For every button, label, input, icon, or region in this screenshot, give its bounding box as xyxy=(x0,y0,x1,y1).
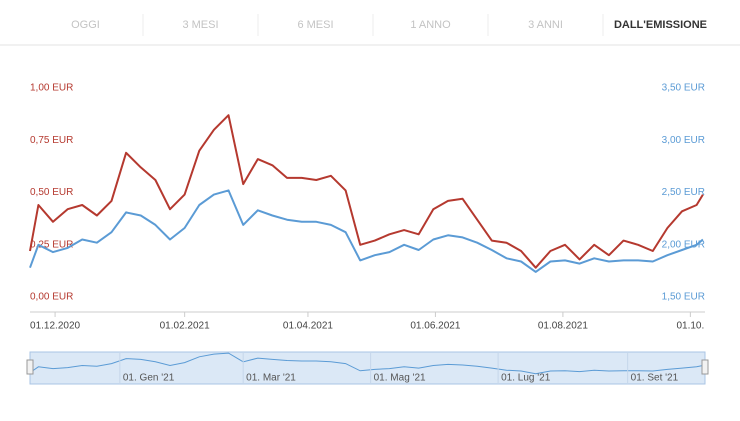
x-tick-label: 01.08.2021 xyxy=(538,321,588,332)
x-tick-label: 01.10. xyxy=(676,321,704,332)
y-tick-label: 0,50 EUR xyxy=(30,187,73,198)
y-tick-label: 0,25 EUR xyxy=(30,239,73,250)
y-tick-label: 0,75 EUR xyxy=(30,135,73,146)
series-line xyxy=(29,114,704,269)
tab[interactable]: 3 ANNI xyxy=(528,19,563,31)
y-tick-label: 1,00 EUR xyxy=(30,83,73,94)
y2-tick-label: 3,00 EUR xyxy=(662,135,705,146)
x-tick-label: 01.02.2021 xyxy=(160,321,210,332)
x-tick-label: 01.12.2020 xyxy=(30,321,80,332)
navigator-handle-left[interactable] xyxy=(26,359,34,375)
y2-tick-label: 3,50 EUR xyxy=(662,83,705,94)
navigator-tick-label: 01. Gen '21 xyxy=(123,373,175,384)
navigator-handle-right[interactable] xyxy=(701,359,709,375)
y2-tick-label: 1,50 EUR xyxy=(662,292,705,303)
x-tick-label: 01.06.2021 xyxy=(410,321,460,332)
y-tick-label: 0,00 EUR xyxy=(30,292,73,303)
tab[interactable]: OGGI xyxy=(71,19,100,31)
navigator-tick-label: 01. Lug '21 xyxy=(501,373,551,384)
tab[interactable]: 1 ANNO xyxy=(410,19,451,31)
y2-tick-label: 2,50 EUR xyxy=(662,187,705,198)
y2-tick-label: 2,00 EUR xyxy=(662,239,705,250)
x-tick-label: 01.04.2021 xyxy=(283,321,333,332)
tab[interactable]: DALL'EMISSIONE xyxy=(614,19,707,31)
navigator-tick-label: 01. Set '21 xyxy=(631,373,679,384)
navigator-frame xyxy=(29,351,706,385)
navigator-tick-label: 01. Mar '21 xyxy=(246,373,296,384)
navigator-line xyxy=(29,352,704,375)
tab[interactable]: 3 MESI xyxy=(182,19,218,31)
tab[interactable]: 6 MESI xyxy=(297,19,333,31)
series-line xyxy=(29,189,704,273)
navigator-tick-label: 01. Mag '21 xyxy=(374,373,426,384)
